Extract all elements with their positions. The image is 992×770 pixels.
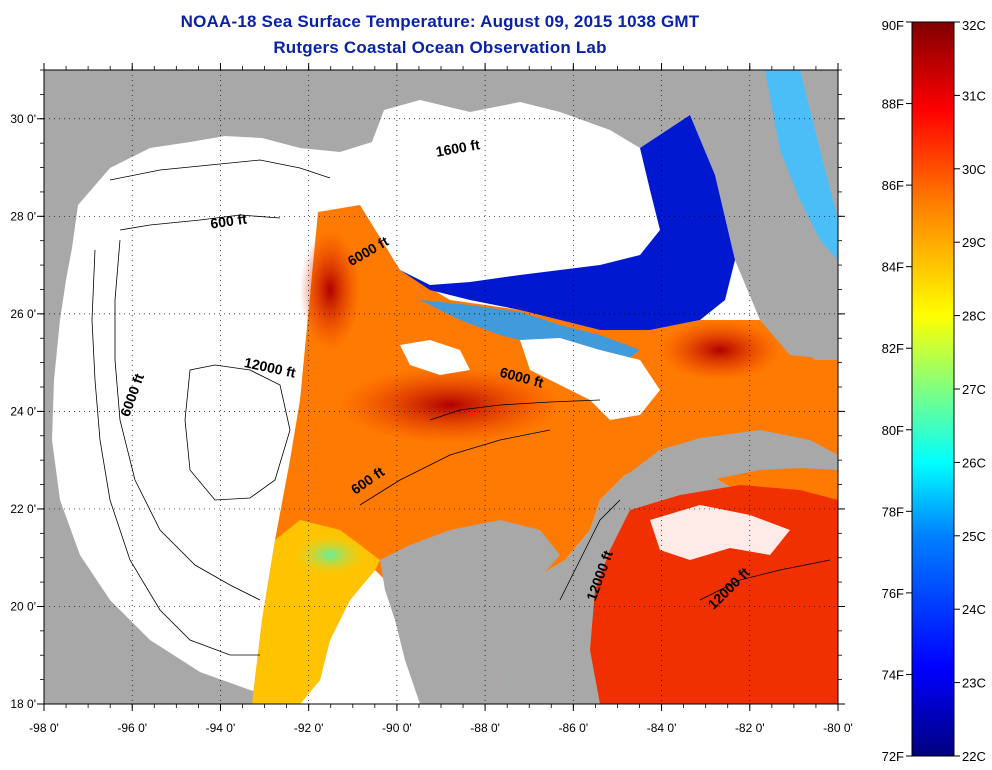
colorbar-f-label: 72F bbox=[882, 749, 904, 764]
colorbar-c-label: 29C bbox=[962, 235, 986, 250]
colorbar-c-label: 22C bbox=[962, 749, 986, 764]
sst-cold-northeast bbox=[400, 115, 735, 330]
colorbar-f-label: 78F bbox=[882, 504, 904, 519]
colorbar-f-label: 74F bbox=[882, 667, 904, 682]
y-tick-label: 18 0' bbox=[10, 697, 36, 711]
y-tick-label: 30 0' bbox=[10, 112, 36, 126]
contour-6000ft bbox=[114, 214, 281, 601]
hot-core-east bbox=[660, 320, 780, 380]
colorbar-c-label: 30C bbox=[962, 162, 986, 177]
y-axis: 18 0' 20 0' 22 0' 24 0' 26 0' 28 0' 30 0' bbox=[10, 69, 845, 711]
y-tick-label: 24 0' bbox=[10, 404, 36, 418]
chart-subtitle: Rutgers Coastal Ocean Observation Lab bbox=[273, 38, 607, 57]
colorbar-f-label: 90F bbox=[882, 18, 904, 33]
y-tick-label: 28 0' bbox=[10, 209, 36, 223]
contour-600ft bbox=[91, 159, 331, 656]
colorbar-f-label: 80F bbox=[882, 423, 904, 438]
contour-label: 1600 ft bbox=[435, 136, 482, 160]
colorbar-c-label: 32C bbox=[962, 18, 986, 33]
colorbar-f-label: 86F bbox=[882, 178, 904, 193]
contour-east bbox=[359, 399, 831, 601]
yucatan-land bbox=[380, 520, 560, 704]
x-tick-label: -84 0' bbox=[647, 721, 677, 735]
cloud-patch-south bbox=[650, 505, 790, 560]
x-tick-label: -88 0' bbox=[470, 721, 500, 735]
x-tick-label: -90 0' bbox=[382, 721, 412, 735]
colorbar-f-label: 82F bbox=[882, 341, 904, 356]
x-tick-label: -80 0' bbox=[823, 721, 853, 735]
x-tick-label: -82 0' bbox=[735, 721, 765, 735]
colorbar-c-label: 27C bbox=[962, 382, 986, 397]
y-tick-label: 20 0' bbox=[10, 599, 36, 613]
colorbar-f-label: 88F bbox=[882, 97, 904, 112]
y-tick-label: 26 0' bbox=[10, 307, 36, 321]
y-tick-label: 22 0' bbox=[10, 502, 36, 516]
contour-label: 600 ft bbox=[209, 211, 248, 232]
hot-core-west bbox=[300, 230, 360, 350]
colorbar-c-label: 23C bbox=[962, 676, 986, 691]
x-tick-label: -92 0' bbox=[294, 721, 324, 735]
cloud-patch-west bbox=[400, 340, 470, 375]
x-tick-label: -98 0' bbox=[29, 721, 59, 735]
florida-coastal-sst bbox=[765, 70, 838, 260]
cloud-patch-central bbox=[520, 338, 660, 420]
colorbar-c-label: 28C bbox=[962, 309, 986, 324]
cuba-land bbox=[620, 430, 838, 505]
colorbar-ticks: 90F 88F 86F 84F 82F 80F 78F 76F 74F 72F 32C 31C 30C 2… bbox=[882, 18, 986, 764]
x-tick-label: -94 0' bbox=[206, 721, 236, 735]
colorbar-c-label: 31C bbox=[962, 88, 986, 103]
contour-12000ft bbox=[184, 364, 291, 501]
colorbar-c-label: 24C bbox=[962, 602, 986, 617]
chart-title: NOAA-18 Sea Surface Temperature: August … bbox=[180, 12, 700, 31]
x-axis: -98 0' -96 0' -94 0' -92 0' -90 0' -88 0' -86 … bbox=[29, 63, 853, 735]
x-tick-label: -96 0' bbox=[117, 721, 147, 735]
grid-lines bbox=[44, 70, 838, 704]
colorbar-f-label: 84F bbox=[882, 260, 904, 275]
colorbar bbox=[911, 21, 955, 757]
x-tick-label: -86 0' bbox=[559, 721, 589, 735]
colorbar-c-label: 26C bbox=[962, 455, 986, 470]
colorbar-c-label: 25C bbox=[962, 529, 986, 544]
colorbar-f-label: 76F bbox=[882, 586, 904, 601]
cool-patch bbox=[290, 533, 370, 577]
hot-core-central bbox=[340, 367, 560, 443]
